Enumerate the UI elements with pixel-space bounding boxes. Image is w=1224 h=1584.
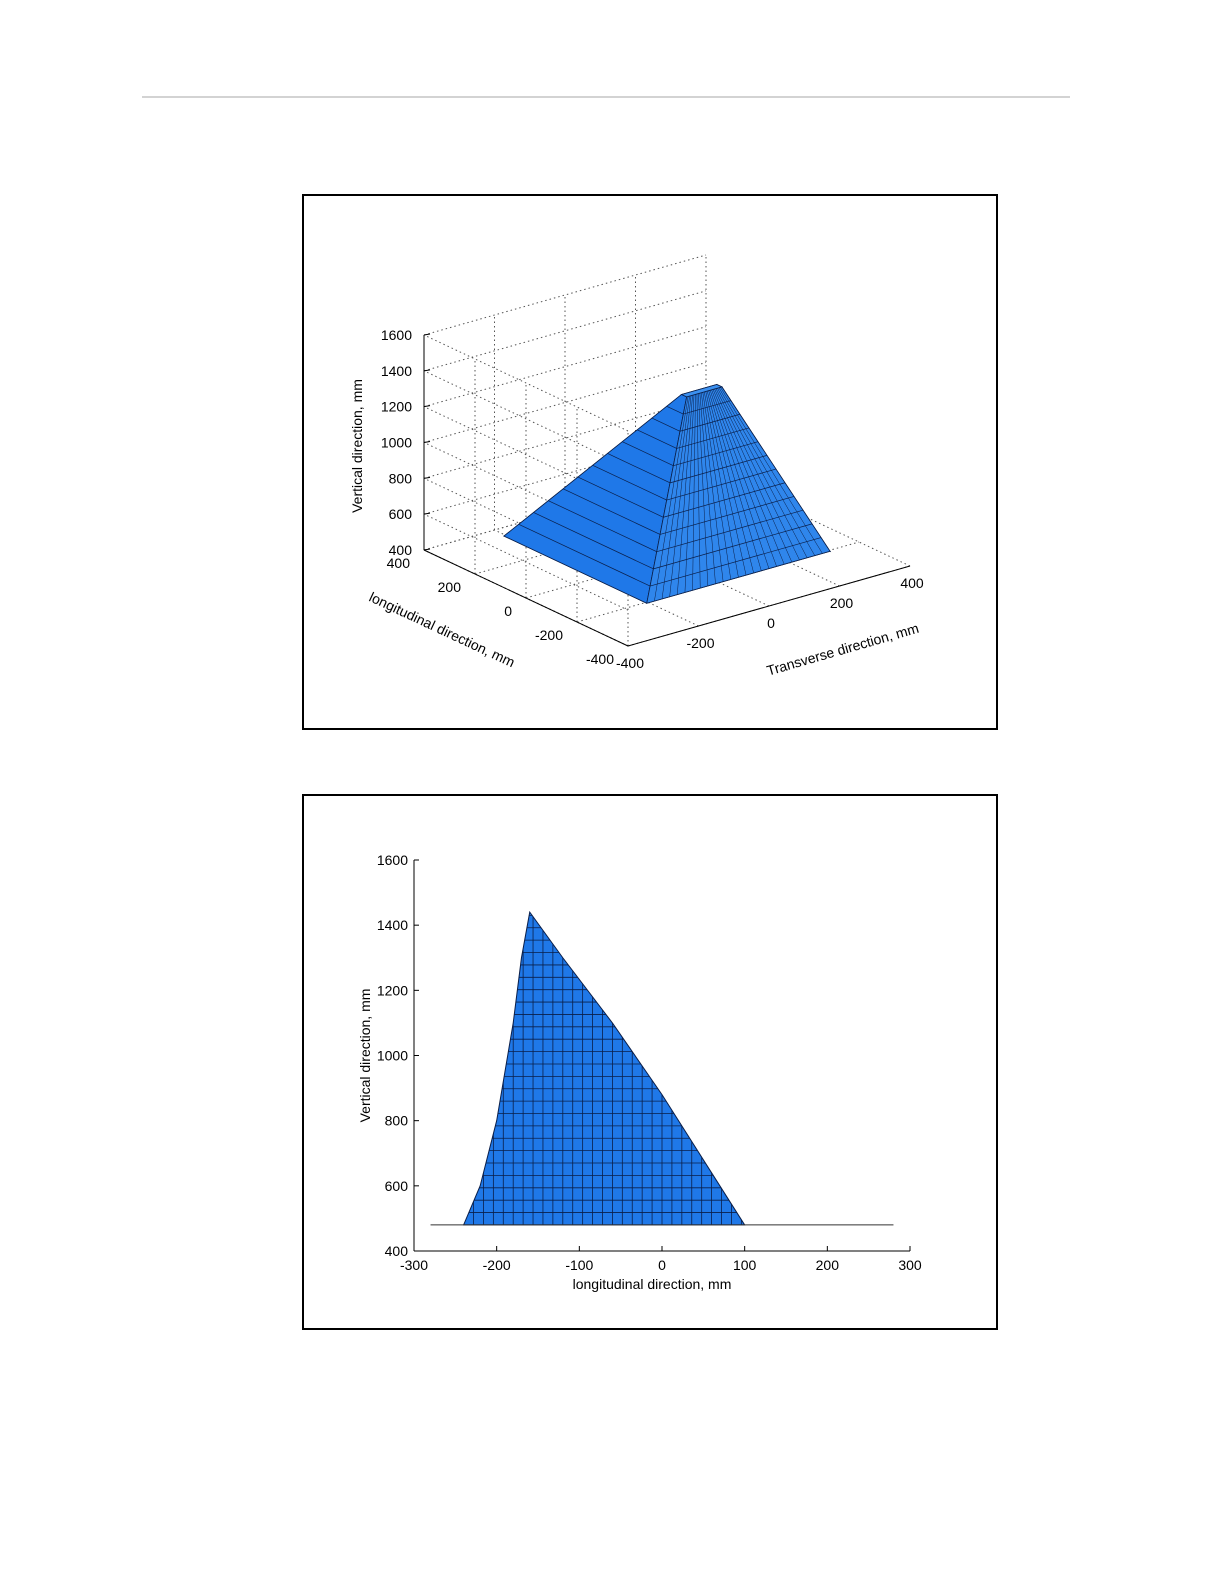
- surface-mesh-line: [637, 429, 677, 449]
- surface-mesh-line: [654, 396, 689, 602]
- z-tick-mark: [423, 476, 431, 479]
- surface-mesh-line: [666, 405, 684, 415]
- profile-plot: -300 -200 -100 0 100 200 300 400 600 800 1000 1200 1…: [357, 852, 922, 1292]
- z-tick-label: 600: [389, 506, 413, 522]
- y-tick-label: 1400: [377, 917, 408, 933]
- surface-mesh-line: [698, 393, 709, 586]
- wall-gridline: [423, 362, 707, 443]
- surface-mesh-line: [711, 389, 777, 567]
- y-axis-label: Vertical direction, mm: [357, 989, 373, 1123]
- surface-mesh-line: [704, 391, 739, 578]
- wall-gridline: [423, 370, 629, 468]
- wall-gridline: [423, 397, 707, 479]
- surface-mesh-line: [661, 395, 690, 599]
- y-tick-label: 1200: [377, 982, 408, 998]
- surface-mesh-line: [669, 395, 692, 597]
- y-tick-label: 800: [385, 1113, 409, 1129]
- z-tick-mark: [423, 333, 431, 336]
- surface-mesh-line: [684, 394, 695, 593]
- z-tick-mark: [423, 512, 431, 515]
- z-tick-label: 1000: [381, 435, 412, 451]
- surface-mesh-line: [715, 388, 800, 561]
- wall-gridline: [423, 290, 707, 372]
- y-tick-label: 1600: [377, 852, 408, 868]
- y-tick-label: 0: [504, 603, 512, 619]
- y-tick-label: 400: [385, 1243, 409, 1259]
- surface-mesh-line: [677, 395, 693, 595]
- x-tick-label: -400: [616, 655, 644, 671]
- header-rule: [142, 96, 1070, 98]
- x-tick-label: -200: [483, 1257, 511, 1273]
- x-tick-label: 0: [767, 615, 775, 631]
- y-axis-line: [423, 549, 629, 647]
- x-tick-label: 200: [816, 1257, 840, 1273]
- y-tick-label: 600: [385, 1178, 409, 1194]
- x-tick-label: 200: [830, 595, 854, 611]
- surface-mesh-line: [708, 390, 762, 571]
- x-tick-label: 100: [733, 1257, 757, 1273]
- x-tick-label: -200: [686, 635, 714, 651]
- y-tick-label: 1000: [377, 1048, 408, 1064]
- surface-mesh-line: [705, 391, 747, 576]
- surface-mesh-line: [702, 392, 732, 580]
- surface-mesh-line: [607, 453, 671, 484]
- surface-mesh-line: [712, 389, 785, 565]
- surface-mesh-line: [720, 387, 823, 554]
- surface-mesh-line: [717, 387, 808, 558]
- surface-mesh-line: [563, 488, 661, 535]
- z-tick-label: 400: [389, 542, 413, 558]
- surface-mesh-line: [518, 523, 651, 587]
- z-tick-mark: [423, 441, 431, 443]
- wall-gridline: [423, 326, 707, 408]
- profile-plot-figure: -300 -200 -100 0 100 200 300 400 600 800 1000 1200 1…: [302, 794, 998, 1330]
- surface-mesh-line: [709, 390, 770, 569]
- z-tick-label: 1400: [381, 363, 412, 379]
- surface-mesh-line: [718, 387, 815, 556]
- surface-mesh-line: [701, 392, 724, 582]
- z-tick-mark: [423, 548, 431, 551]
- y-tick-label: 200: [438, 579, 462, 595]
- wall-gridline: [423, 334, 629, 432]
- surface-mesh-line: [577, 476, 664, 518]
- z-axis-label: Vertical direction, mm: [349, 379, 365, 513]
- z-tick-label: 1200: [381, 399, 412, 415]
- surface-mesh-line: [548, 500, 657, 552]
- x-axis-line: [627, 565, 911, 647]
- z-tick-label: 1600: [381, 327, 412, 343]
- x-tick-label: -100: [565, 1257, 593, 1273]
- z-tick-mark: [423, 405, 431, 408]
- wall-gridline: [423, 513, 629, 611]
- z-tick-label: 800: [389, 470, 413, 486]
- x-axis-label: Transverse direction, mm: [765, 620, 921, 679]
- surface-mesh-line: [592, 464, 667, 501]
- x-tick-label: 0: [658, 1257, 666, 1273]
- wall-gridline: [423, 406, 629, 504]
- surface-mesh-line: [696, 393, 701, 589]
- wall-gridline: [423, 254, 707, 336]
- surface-plot: 400 600 800 1000 1200 1400 1600 -400 -200 0 200 400…: [349, 254, 924, 679]
- surface-mesh-line: [622, 441, 674, 466]
- wall-gridline: [423, 442, 629, 539]
- z-tick-mark: [423, 369, 431, 372]
- x-tick-label: 400: [900, 575, 924, 591]
- y-tick-label: 400: [387, 555, 411, 571]
- surface-mesh-line: [651, 417, 681, 432]
- x-tick-label: -300: [400, 1257, 428, 1273]
- y-tick-label: -400: [586, 651, 614, 667]
- surface-mesh-line: [692, 394, 696, 591]
- x-tick-label: 300: [898, 1257, 922, 1273]
- surface-mesh-line: [699, 393, 716, 584]
- x-axis-label: longitudinal direction, mm: [573, 1276, 732, 1292]
- surface-mesh-line: [533, 512, 654, 570]
- y-axis-label: longitudinal direction, mm: [367, 589, 518, 671]
- surface-mesh-line: [714, 388, 793, 563]
- surface-mesh-line: [706, 390, 754, 573]
- y-tick-label: -200: [535, 627, 563, 643]
- profile-area: [462, 910, 746, 1226]
- surface-plot-figure: 400 600 800 1000 1200 1400 1600 -400 -200 0 200 400…: [302, 194, 998, 730]
